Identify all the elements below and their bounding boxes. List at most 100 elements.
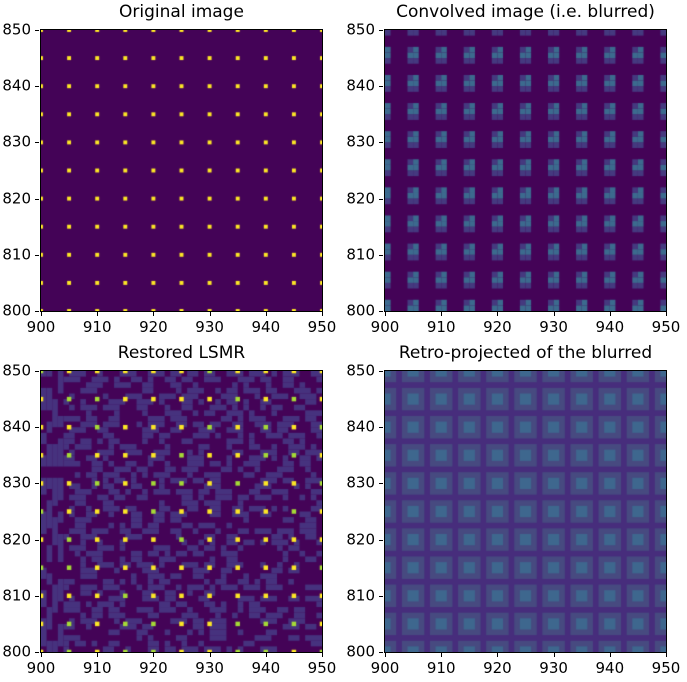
x-tick-label: 910 — [82, 659, 112, 677]
y-tick-label: 820 — [2, 530, 31, 549]
x-tick-label: 940 — [251, 659, 281, 677]
y-tick-mark — [379, 198, 383, 200]
y-tick-label: 840 — [346, 417, 375, 436]
subplot-title: Convolved image (i.e. blurred) — [396, 2, 655, 22]
y-tick-label: 850 — [346, 361, 375, 380]
subplot-title: Restored LSMR — [117, 343, 246, 363]
y-tick-mark — [35, 595, 39, 597]
heatmap-canvas-retro — [385, 371, 666, 652]
y-tick-mark — [379, 539, 383, 541]
y-tick-label: 830 — [346, 132, 375, 151]
plot-area — [40, 370, 323, 653]
y-tick-mark — [35, 30, 39, 31]
x-tick-label: 900 — [26, 318, 56, 336]
x-tick-label: 920 — [139, 318, 168, 336]
y-tick-label: 830 — [346, 473, 375, 492]
y-tick-label: 850 — [2, 20, 31, 39]
x-tick-mark — [209, 653, 211, 657]
x-tick-label: 900 — [26, 659, 56, 677]
y-tick-mark — [35, 483, 39, 485]
subplot-convolved-image: Convolved image (i.e. blurred) 800 810 820… — [346, 2, 680, 335]
subplot-restored-lsmr: Restored LSMR 800 810 820 830 840 850 900 910 9… — [2, 343, 336, 676]
heatmap-canvas-restored — [41, 371, 322, 652]
x-tick-label: 930 — [195, 659, 224, 677]
y-tick-mark — [379, 652, 383, 653]
y-tick-label: 810 — [346, 586, 375, 605]
y-tick-mark — [35, 254, 39, 256]
subplot-retro-projected: Retro-projected of the blurred 800 810 820… — [346, 343, 680, 676]
y-tick-mark — [379, 254, 383, 256]
x-tick-label: 920 — [483, 659, 512, 677]
y-tick-mark — [379, 86, 383, 88]
y-tick-mark — [379, 311, 383, 312]
x-tick-label: 950 — [307, 318, 337, 336]
plot-area — [384, 370, 667, 653]
x-tick-label: 920 — [483, 318, 512, 336]
subplot-title: Original image — [119, 2, 244, 22]
y-tick-label: 830 — [2, 473, 31, 492]
y-tick-mark — [35, 311, 39, 312]
y-tick-label: 820 — [2, 189, 31, 208]
x-tick-label: 940 — [251, 318, 281, 336]
y-tick-mark — [35, 371, 39, 372]
y-tick-label: 840 — [346, 76, 375, 95]
x-tick-label: 940 — [595, 318, 625, 336]
x-tick-mark — [441, 653, 443, 657]
y-tick-mark — [379, 30, 383, 31]
y-tick-label: 810 — [2, 245, 31, 264]
y-tick-label: 810 — [2, 586, 31, 605]
y-tick-label: 850 — [2, 361, 31, 380]
y-tick-label: 800 — [346, 301, 375, 320]
x-tick-label: 930 — [539, 318, 568, 336]
heatmap-canvas-convolved — [385, 30, 666, 311]
x-tick-mark — [41, 312, 42, 316]
y-tick-label: 830 — [2, 132, 31, 151]
y-tick-label: 840 — [2, 417, 31, 436]
y-tick-label: 800 — [2, 642, 31, 661]
x-tick-label: 900 — [370, 318, 400, 336]
y-tick-label: 850 — [346, 20, 375, 39]
y-axis: 800 810 820 830 840 850 — [338, 22, 384, 318]
x-tick-label: 910 — [426, 318, 456, 336]
x-axis: 900 910 920 930 940 950 — [27, 312, 336, 344]
x-tick-label: 910 — [82, 318, 112, 336]
x-tick-mark — [441, 312, 443, 316]
x-tick-mark — [553, 653, 555, 657]
x-tick-mark — [385, 312, 386, 316]
x-tick-label: 930 — [539, 659, 568, 677]
x-tick-mark — [97, 653, 99, 657]
x-tick-mark — [666, 653, 667, 657]
x-tick-label: 930 — [195, 318, 224, 336]
subplot-title: Retro-projected of the blurred — [398, 343, 653, 363]
x-tick-label: 910 — [426, 659, 456, 677]
y-tick-mark — [35, 142, 39, 144]
x-tick-mark — [385, 653, 386, 657]
x-tick-mark — [609, 653, 611, 657]
x-tick-mark — [97, 312, 99, 316]
y-tick-label: 800 — [346, 642, 375, 661]
x-axis: 900 910 920 930 940 950 — [27, 653, 336, 682]
y-tick-mark — [379, 371, 383, 372]
x-tick-mark — [322, 312, 323, 316]
y-tick-mark — [35, 86, 39, 88]
x-tick-mark — [497, 312, 499, 316]
plot-area — [40, 29, 323, 312]
x-tick-mark — [265, 312, 267, 316]
x-tick-label: 920 — [139, 659, 168, 677]
y-axis: 800 810 820 830 840 850 — [0, 22, 40, 318]
x-tick-mark — [609, 312, 611, 316]
x-tick-label: 940 — [595, 659, 625, 677]
y-tick-mark — [379, 483, 383, 485]
x-tick-mark — [153, 312, 155, 316]
y-tick-mark — [35, 652, 39, 653]
y-tick-label: 840 — [2, 76, 31, 95]
x-tick-mark — [497, 653, 499, 657]
y-axis: 800 810 820 830 840 850 — [338, 363, 384, 659]
y-tick-label: 810 — [346, 245, 375, 264]
x-tick-mark — [41, 653, 42, 657]
y-tick-label: 820 — [346, 189, 375, 208]
y-tick-mark — [35, 427, 39, 429]
x-axis: 900 910 920 930 940 950 — [371, 653, 680, 682]
heatmap-canvas-original — [41, 30, 322, 311]
